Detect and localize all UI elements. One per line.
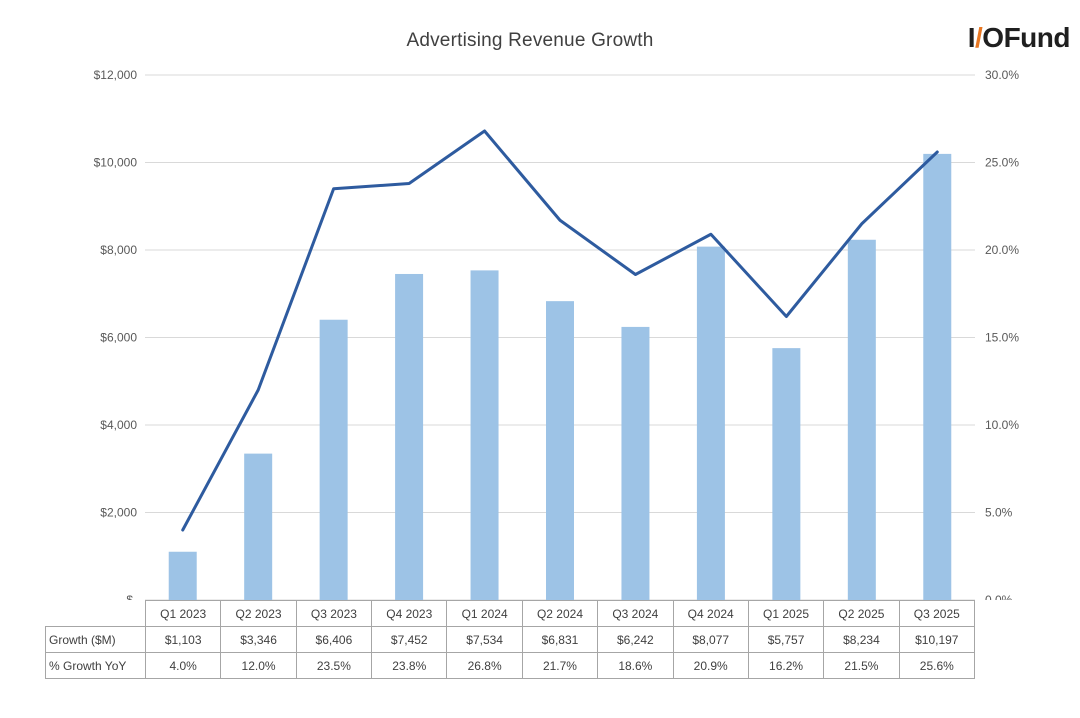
quarter-header-cell: Q4 2023 bbox=[371, 600, 448, 627]
growth-value-cell: $7,534 bbox=[446, 626, 523, 653]
growth-value-cell: $8,077 bbox=[672, 626, 749, 653]
quarter-header-cell: Q3 2024 bbox=[597, 600, 674, 627]
row-label-growth: Growth ($M) bbox=[45, 626, 146, 653]
growth-value-cell: $6,406 bbox=[295, 626, 373, 653]
table-corner-cell bbox=[46, 601, 146, 627]
revenue-bar bbox=[546, 301, 574, 600]
yoy-value-cell: 20.9% bbox=[672, 652, 749, 679]
logo-fund: Fund bbox=[1003, 22, 1071, 53]
left-axis-tick: $2,000 bbox=[100, 506, 137, 520]
revenue-bar bbox=[168, 551, 197, 600]
chart-data-table: Q1 2023 Q2 2023 Q3 2023 Q4 2023 Q1 2024 Q2 20… bbox=[45, 600, 976, 679]
quarter-header-cell: Q1 2025 bbox=[747, 600, 825, 627]
growth-value-cell: $10,197 bbox=[898, 626, 976, 653]
revenue-bar bbox=[772, 348, 801, 600]
right-axis-tick: 30.0% bbox=[985, 68, 1019, 82]
right-axis-tick: 25.0% bbox=[985, 156, 1019, 170]
yoy-value-cell: 4.0% bbox=[144, 652, 222, 679]
chart-title: Advertising Revenue Growth bbox=[406, 30, 654, 51]
right-axis-tick: 5.0% bbox=[985, 506, 1013, 520]
right-axis-tick: 15.0% bbox=[985, 331, 1019, 345]
quarter-header-cell: Q2 2023 bbox=[220, 600, 297, 627]
io-fund-logo: I/OFund bbox=[967, 22, 1071, 54]
quarter-header-cell: Q1 2023 bbox=[144, 600, 222, 627]
right-axis-tick: 0.0% bbox=[985, 593, 1013, 600]
logo-o: O bbox=[982, 22, 1004, 53]
growth-value-cell: $6,831 bbox=[521, 626, 599, 653]
left-axis-tick: $- bbox=[126, 593, 137, 600]
quarter-header-cell: Q4 2024 bbox=[672, 600, 749, 627]
yoy-value-cell: 12.0% bbox=[220, 652, 297, 679]
revenue-bar bbox=[696, 246, 725, 600]
growth-value-cell: $6,242 bbox=[597, 626, 674, 653]
yoy-growth-line bbox=[181, 129, 939, 532]
growth-value-cell: $5,757 bbox=[747, 626, 825, 653]
quarter-header-cell: Q3 2025 bbox=[898, 600, 976, 627]
yoy-value-cell: 23.8% bbox=[371, 652, 448, 679]
growth-value-cell: $7,452 bbox=[371, 626, 448, 653]
quarter-header-cell: Q1 2024 bbox=[446, 600, 523, 627]
revenue-bar bbox=[395, 273, 424, 600]
left-axis-tick: $12,000 bbox=[94, 68, 138, 82]
yoy-value-cell: 23.5% bbox=[295, 652, 373, 679]
right-axis-tick: 10.0% bbox=[985, 418, 1019, 432]
quarter-header-cell: Q3 2023 bbox=[295, 600, 373, 627]
yoy-value-cell: 26.8% bbox=[446, 652, 523, 679]
growth-value-cell: $8,234 bbox=[823, 626, 900, 653]
revenue-bar bbox=[847, 239, 876, 600]
logo-i: I bbox=[967, 22, 976, 53]
revenue-bar bbox=[319, 319, 348, 600]
yoy-value-cell: 21.5% bbox=[823, 652, 900, 679]
yoy-value-cell: 21.7% bbox=[521, 652, 599, 679]
yoy-value-cell: 25.6% bbox=[898, 652, 976, 679]
left-axis-tick: $10,000 bbox=[94, 156, 138, 170]
row-label-yoy: % Growth YoY bbox=[45, 652, 146, 679]
quarter-header-cell: Q2 2025 bbox=[823, 600, 900, 627]
revenue-bar bbox=[923, 153, 952, 600]
yoy-value-cell: 16.2% bbox=[747, 652, 825, 679]
logo-slash: / bbox=[975, 22, 983, 53]
yoy-value-cell: 18.6% bbox=[597, 652, 674, 679]
growth-value-cell: $1,103 bbox=[144, 626, 222, 653]
revenue-bar bbox=[621, 326, 650, 600]
growth-value-cell: $3,346 bbox=[220, 626, 297, 653]
left-axis-tick: $4,000 bbox=[100, 418, 137, 432]
revenue-bar bbox=[244, 453, 273, 600]
left-axis-tick: $6,000 bbox=[100, 331, 137, 345]
combo-chart: $- 0.0% $2,000 5.0% $4,000 10.0% $6,000 15.0% $8… bbox=[94, 68, 1019, 600]
left-axis-tick: $8,000 bbox=[100, 243, 137, 257]
quarter-header-cell: Q2 2024 bbox=[521, 600, 599, 627]
right-axis-tick: 20.0% bbox=[985, 243, 1019, 257]
revenue-bar bbox=[470, 270, 499, 600]
